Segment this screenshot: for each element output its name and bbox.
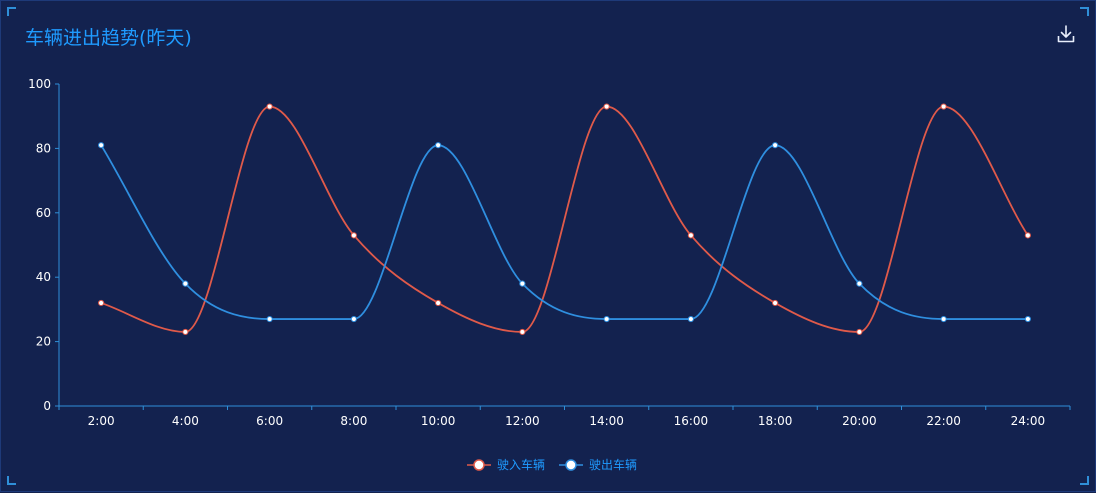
data-point-series-2 [435, 142, 442, 149]
legend-label-1: 驶入车辆 [497, 457, 545, 472]
data-point-series-1 [182, 328, 189, 336]
corner-decoration [7, 7, 16, 16]
data-point-series-1 [940, 103, 947, 110]
x-tick-label: 14:00 [589, 414, 624, 428]
y-tick-label: 80 [36, 141, 51, 155]
y-tick-label: 60 [36, 206, 51, 220]
series-line-1 [100, 105, 1029, 333]
x-tick-label: 20:00 [842, 414, 877, 428]
data-point-series-2 [519, 280, 526, 287]
x-tick-label: 2:00 [88, 414, 115, 428]
y-tick-label: 20 [36, 335, 51, 349]
y-tick-label: 0 [43, 399, 51, 413]
x-tick-label: 24:00 [1011, 414, 1046, 428]
data-point-series-1 [1024, 232, 1031, 239]
data-point-series-2 [1024, 315, 1031, 323]
data-point-series-2 [350, 315, 357, 323]
x-tick-label: 4:00 [172, 414, 199, 428]
data-point-series-1 [98, 299, 105, 307]
corner-decoration [1080, 7, 1089, 16]
x-tick-label: 22:00 [926, 414, 961, 428]
y-tick-label: 40 [36, 270, 51, 284]
data-point-series-1 [266, 103, 273, 110]
corner-decoration [1080, 476, 1089, 485]
panel-title: 车辆进出趋势(昨天) [25, 27, 192, 49]
data-point-series-2 [603, 315, 610, 323]
data-point-series-2 [98, 142, 105, 149]
download-icon[interactable] [1055, 23, 1077, 45]
legend-marker-2 [565, 459, 577, 471]
data-point-series-1 [519, 328, 526, 336]
x-tick-label: 10:00 [421, 414, 456, 428]
legend-marker-1 [473, 459, 485, 471]
data-point-series-2 [687, 315, 694, 323]
data-point-series-1 [687, 232, 694, 239]
data-point-series-2 [856, 280, 863, 287]
data-point-series-2 [772, 142, 779, 149]
legend-label-2: 驶出车辆 [589, 457, 637, 472]
x-tick-label: 8:00 [340, 414, 367, 428]
data-point-series-1 [856, 328, 863, 336]
data-point-series-1 [350, 232, 357, 239]
x-tick-label: 18:00 [758, 414, 793, 428]
x-tick-label: 6:00 [256, 414, 283, 428]
data-point-series-1 [603, 103, 610, 110]
x-tick-label: 12:00 [505, 414, 540, 428]
data-point-series-1 [772, 299, 779, 307]
data-point-series-1 [435, 299, 442, 307]
y-tick-label: 100 [28, 77, 51, 91]
data-point-series-2 [940, 315, 947, 323]
corner-decoration [7, 476, 16, 485]
data-point-series-2 [182, 280, 189, 287]
data-point-series-2 [266, 315, 273, 323]
x-tick-label: 16:00 [674, 414, 709, 428]
